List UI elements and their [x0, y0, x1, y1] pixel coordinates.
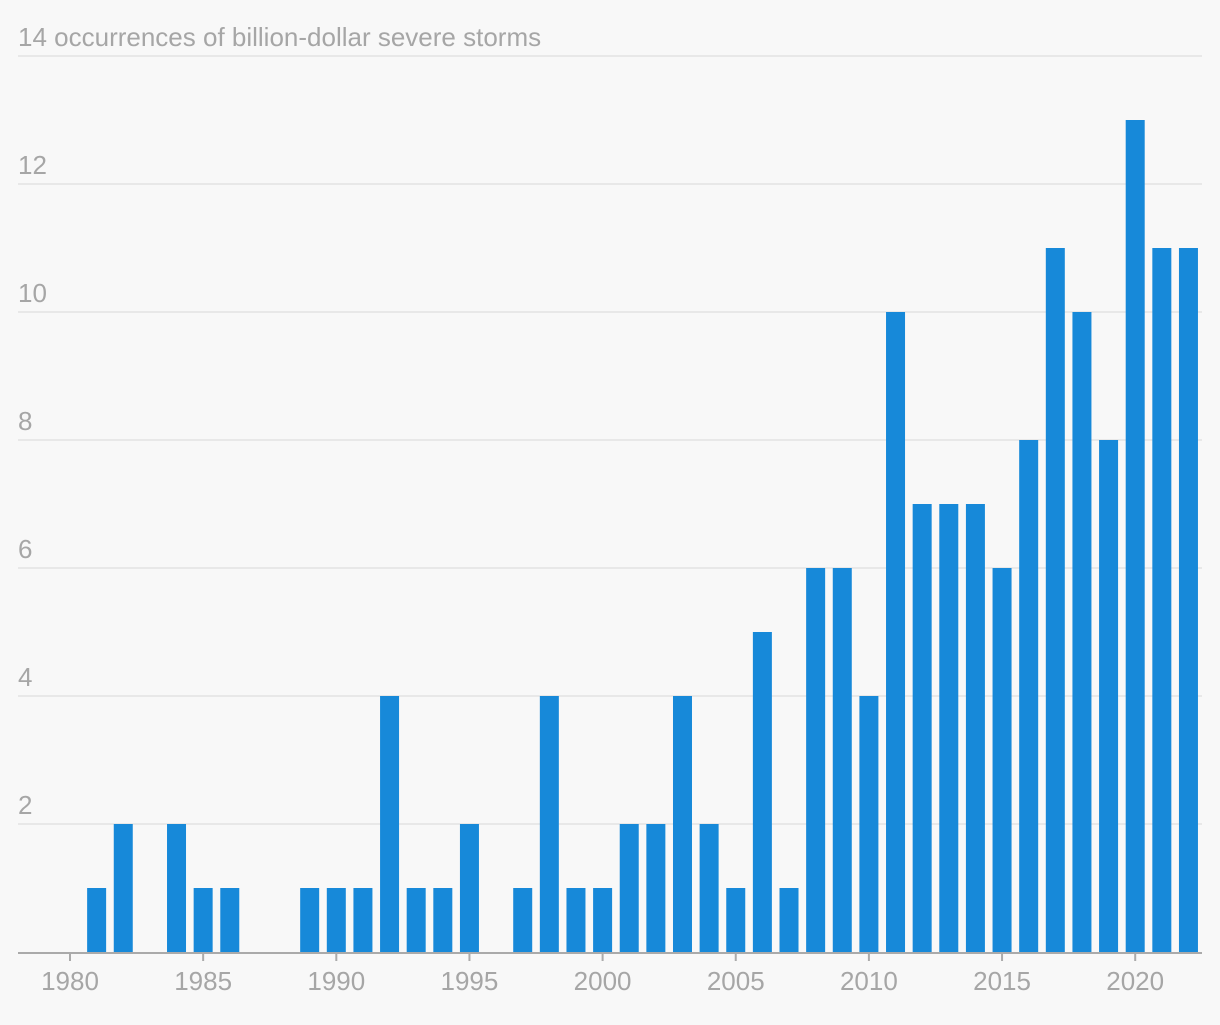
y-tick-label-2: 2: [18, 790, 32, 820]
bar-1995: [459, 824, 479, 952]
bar-1997: [513, 888, 533, 952]
bar-1999: [566, 888, 586, 952]
bar-2013: [939, 504, 959, 952]
x-tick-label-2000: 2000: [574, 966, 632, 996]
bar-1992: [380, 696, 400, 952]
bar-2022: [1178, 248, 1198, 952]
bar-1993: [406, 888, 426, 952]
bar-1998: [539, 696, 559, 952]
bar-2009: [832, 568, 852, 952]
bar-2007: [779, 888, 799, 952]
bar-2019: [1099, 440, 1119, 952]
bar-2003: [672, 696, 692, 952]
bar-2014: [965, 504, 985, 952]
x-tick-label-2005: 2005: [707, 966, 765, 996]
bar-2012: [912, 504, 932, 952]
bar-2000: [593, 888, 613, 952]
y-tick-label-10: 10: [18, 278, 47, 308]
x-tick-label-1995: 1995: [441, 966, 499, 996]
bar-1985: [193, 888, 213, 952]
x-tick-label-2020: 2020: [1106, 966, 1164, 996]
bar-2017: [1045, 248, 1065, 952]
bar-2021: [1152, 248, 1172, 952]
x-tick-label-1990: 1990: [307, 966, 365, 996]
y-tick-label-6: 6: [18, 534, 32, 564]
bar-1989: [300, 888, 320, 952]
x-tick-label-1980: 1980: [41, 966, 99, 996]
bar-1990: [326, 888, 346, 952]
bar-1982: [113, 824, 133, 952]
y-tick-label-12: 12: [18, 150, 47, 180]
bars: [87, 120, 1198, 952]
bar-2001: [619, 824, 639, 952]
bar-2005: [726, 888, 746, 952]
bar-1984: [167, 824, 187, 952]
bar-1991: [353, 888, 373, 952]
bar-2016: [1019, 440, 1039, 952]
bar-2020: [1125, 120, 1145, 952]
x-tick-label-2015: 2015: [973, 966, 1031, 996]
bar-1986: [220, 888, 240, 952]
x-tick-label-1985: 1985: [174, 966, 232, 996]
bar-2006: [752, 632, 772, 952]
y-tick-label-8: 8: [18, 406, 32, 436]
y-tick-label-4: 4: [18, 662, 32, 692]
y-axis-title-label: 14 occurrences of billion-dollar severe …: [18, 22, 541, 52]
tick-labels: 2 4 6 8 10 12 14 occurrences of billion-dollar…: [18, 22, 1164, 996]
bar-2011: [886, 312, 906, 952]
bar-2010: [859, 696, 879, 952]
x-tick-label-2010: 2010: [840, 966, 898, 996]
bar-2015: [992, 568, 1012, 952]
bar-2018: [1072, 312, 1092, 952]
x-axis: [18, 952, 1202, 961]
bar-2004: [699, 824, 719, 952]
bar-2002: [646, 824, 666, 952]
bar-1981: [87, 888, 107, 952]
gridlines: [18, 55, 1202, 825]
bar-2008: [806, 568, 826, 952]
bar-1994: [433, 888, 453, 952]
